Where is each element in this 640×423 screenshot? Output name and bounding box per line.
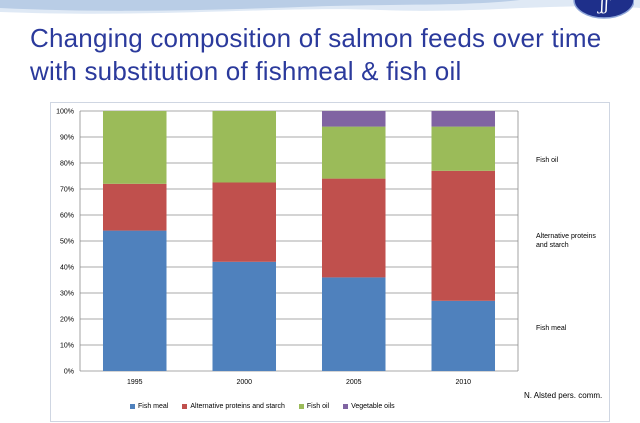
- legend-swatch: [343, 403, 349, 409]
- legend-item: Vegetable oils: [343, 403, 395, 410]
- slide-title: Changing composition of salmon feeds ove…: [30, 23, 602, 86]
- bar-segment: [321, 178, 386, 278]
- y-tick-label: 70%: [60, 187, 74, 194]
- legend: Fish meal Alternative proteins and starch…: [130, 401, 395, 411]
- legend-item: Fish meal: [130, 403, 168, 410]
- y-tick-label: 90%: [60, 135, 74, 142]
- legend-label: Fish oil: [306, 402, 330, 410]
- x-tick-labels: 1995 2000 2005 2010: [127, 379, 471, 386]
- legend-swatch: [182, 403, 188, 409]
- legend-swatch: [298, 403, 304, 409]
- legend-item: Alternative proteins and starch: [182, 403, 285, 410]
- legend-label: Vegetable oils: [351, 402, 395, 410]
- x-tick-label: 2000: [236, 379, 252, 386]
- y-tick-label: 0%: [64, 369, 74, 376]
- y-tick-label: 20%: [60, 317, 74, 324]
- y-tick-label: 80%: [60, 161, 74, 168]
- legend-swatch: [130, 403, 135, 409]
- legend-item: Fish oil: [298, 402, 330, 410]
- bar-segment: [321, 126, 386, 179]
- y-tick-label: 40%: [60, 265, 74, 272]
- bar-segment: [431, 126, 496, 171]
- x-tick-label: 1995: [127, 379, 143, 386]
- legend-label: Fish meal: [138, 402, 169, 410]
- bar-segment: [431, 111, 496, 127]
- y-tick-label: 10%: [60, 343, 74, 350]
- bars: [102, 111, 496, 371]
- source-credit: N. Alsted pers. comm.: [524, 391, 603, 400]
- bar-segment: [321, 277, 386, 371]
- y-tick-label: 30%: [60, 291, 74, 298]
- x-tick-label: 2005: [346, 379, 362, 386]
- legend-label: Alternative proteins and starch: [190, 402, 285, 410]
- annotation-fish-meal: Fish meal: [536, 325, 567, 332]
- header-wave-decoration: [0, 0, 640, 14]
- bar-segment: [102, 230, 167, 371]
- bar-segment: [431, 300, 496, 371]
- annotation-fish-oil: Fish oil: [536, 157, 559, 164]
- bar-segment: [431, 170, 496, 301]
- y-tick-labels: 0% 10% 20% 30% 40% 50% 60% 70% 80% 90% 100%: [56, 109, 74, 376]
- bar-segment: [102, 111, 167, 184]
- bar-segment: [321, 111, 386, 127]
- bar-segment: [212, 261, 277, 371]
- bar-segment: [212, 111, 277, 183]
- bar-segment: [212, 182, 277, 262]
- x-tick-label: 2010: [455, 379, 471, 386]
- y-tick-label: 60%: [60, 213, 74, 220]
- annotation-alternative-proteins: Alternative proteins and starch: [536, 233, 596, 249]
- logo: ʃʃ: [573, 0, 634, 19]
- y-tick-label: 100%: [56, 109, 74, 116]
- y-tick-label: 50%: [60, 239, 74, 246]
- bar-segment: [102, 183, 167, 231]
- logo-text: ʃʃ: [597, 0, 611, 14]
